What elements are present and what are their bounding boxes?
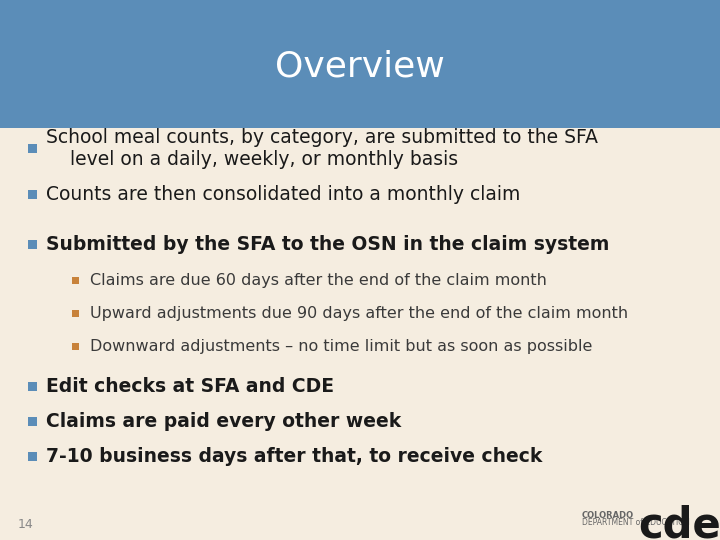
Text: Submitted by the SFA to the OSN in the claim system: Submitted by the SFA to the OSN in the c… <box>46 235 609 254</box>
Text: Downward adjustments – no time limit but as soon as possible: Downward adjustments – no time limit but… <box>90 339 593 354</box>
Bar <box>72 310 79 317</box>
Text: Upward adjustments due 90 days after the end of the claim month: Upward adjustments due 90 days after the… <box>90 306 628 321</box>
Text: cde: cde <box>639 504 720 540</box>
Text: DEPARTMENT of EDUCATION: DEPARTMENT of EDUCATION <box>582 518 690 527</box>
Bar <box>28 240 37 249</box>
Bar <box>72 343 79 350</box>
Text: Claims are paid every other week: Claims are paid every other week <box>46 412 401 431</box>
Text: Overview: Overview <box>275 50 445 84</box>
Bar <box>28 144 37 153</box>
Text: School meal counts, by category, are submitted to the SFA
    level on a daily, : School meal counts, by category, are sub… <box>46 127 598 170</box>
Bar <box>28 382 37 391</box>
Text: 7-10 business days after that, to receive check: 7-10 business days after that, to receiv… <box>46 447 542 466</box>
Bar <box>28 190 37 199</box>
Bar <box>72 277 79 284</box>
Text: COLORADO: COLORADO <box>582 511 634 520</box>
Bar <box>0 0 720 128</box>
Text: Edit checks at SFA and CDE: Edit checks at SFA and CDE <box>46 377 334 396</box>
Text: Claims are due 60 days after the end of the claim month: Claims are due 60 days after the end of … <box>90 273 547 288</box>
Text: 14: 14 <box>18 517 34 530</box>
Bar <box>28 417 37 426</box>
Bar <box>28 452 37 461</box>
Text: Counts are then consolidated into a monthly claim: Counts are then consolidated into a mont… <box>46 185 521 204</box>
